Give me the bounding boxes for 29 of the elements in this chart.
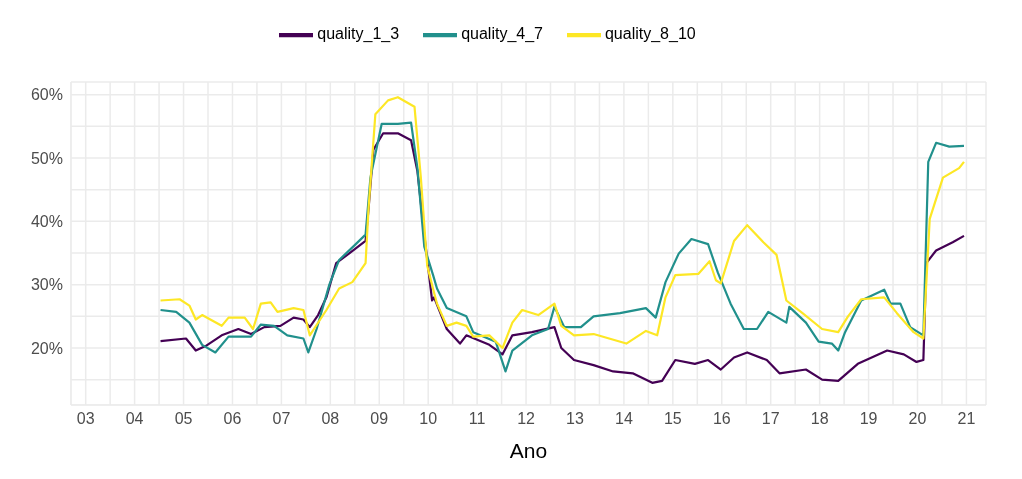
x-tick-label: 20	[908, 410, 927, 428]
legend-label: quality_8_10	[604, 25, 696, 43]
x-axis-title: Ano	[509, 439, 548, 462]
legend-label: quality_1_3	[317, 25, 400, 43]
x-tick-label: 21	[957, 410, 976, 428]
x-tick-label: 13	[566, 410, 584, 428]
y-tick-label: 40%	[30, 213, 63, 231]
x-tick-label: 11	[468, 410, 486, 428]
x-tick-label: 08	[321, 410, 340, 428]
x-tick-label: 10	[419, 410, 438, 428]
x-tick-label: 03	[76, 410, 95, 428]
y-tick-label: 20%	[30, 339, 63, 357]
y-tick-label: 30%	[30, 276, 63, 294]
y-tick-label: 50%	[30, 149, 63, 167]
x-tick-label: 14	[615, 410, 633, 428]
x-tick-label: 16	[712, 410, 731, 428]
x-tick-label: 17	[761, 410, 780, 428]
x-tick-label: 19	[859, 410, 878, 428]
x-tick-label: 04	[125, 410, 144, 428]
x-tick-label: 12	[517, 410, 536, 428]
line-series	[159, 96, 966, 350]
x-tick-label: 07	[272, 410, 291, 428]
x-tick-label: 15	[663, 410, 682, 428]
legend-label: quality_4_7	[461, 25, 543, 43]
x-tick-label: 09	[370, 410, 389, 428]
x-tick-label: 18	[810, 410, 829, 428]
x-tick-label: 06	[223, 410, 242, 428]
x-tick-label: 05	[174, 410, 193, 428]
y-tick-label: 60%	[30, 86, 63, 104]
